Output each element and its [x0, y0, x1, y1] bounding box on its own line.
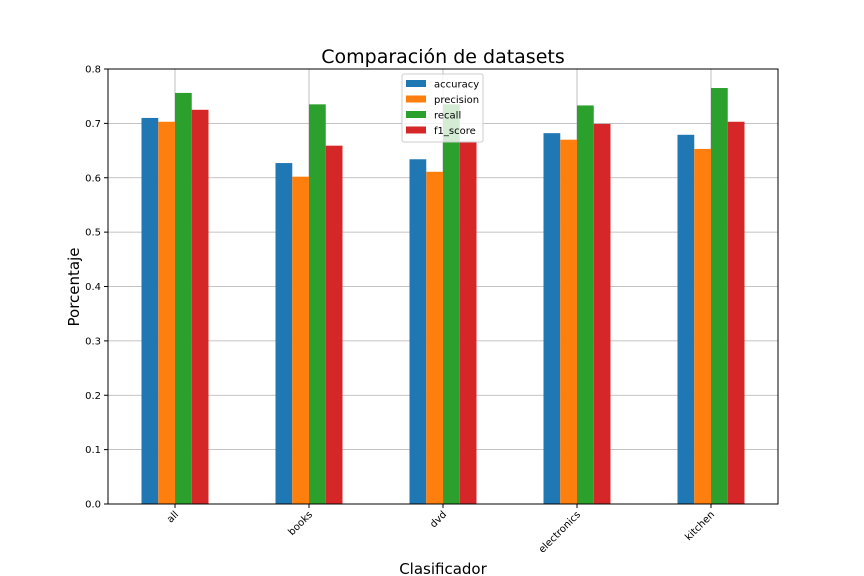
x-tick-label: kitchen	[683, 509, 717, 543]
legend-label-accuracy: accuracy	[434, 80, 479, 91]
bar-f1_score-dvd	[459, 142, 477, 504]
y-axis-ticks: 0.0 0.1 0.2 0.3 0.4 0.5 0.6 0.7 0.8	[85, 65, 108, 511]
bar-accuracy-electronics	[543, 133, 561, 504]
bar-accuracy-kitchen	[677, 134, 695, 504]
bar-recall-books	[309, 104, 326, 504]
bar-recall-dvd	[443, 104, 460, 504]
x-tick-label: books	[286, 509, 315, 538]
y-tick-label: 0.6	[85, 173, 101, 184]
x-axis-label: Clasificador	[399, 560, 487, 576]
y-tick-label: 0.1	[85, 445, 101, 456]
legend-label-precision: precision	[434, 95, 479, 106]
legend-swatch-precision	[406, 95, 426, 103]
legend-label-recall: recall	[434, 111, 461, 122]
x-tick-label: dvd	[428, 509, 449, 530]
bar-recall-kitchen	[711, 88, 728, 504]
bar-f1_score-books	[325, 145, 343, 504]
bar-accuracy-all	[141, 117, 159, 504]
bar-precision-books	[292, 176, 309, 504]
y-tick-label: 0.8	[85, 65, 101, 76]
bar-precision-kitchen	[694, 148, 711, 504]
y-axis-label: Porcentaje	[65, 248, 83, 327]
bar-precision-all	[158, 121, 175, 505]
bar-f1_score-all	[191, 109, 209, 504]
legend-label-f1_score: f1_score	[434, 126, 476, 137]
legend-swatch-accuracy	[406, 80, 426, 87]
y-tick-label: 0.3	[85, 336, 101, 347]
y-tick-label: 0.4	[85, 282, 101, 293]
chart-title: Comparación de datasets	[321, 46, 565, 68]
bar-accuracy-dvd	[409, 159, 427, 504]
bar-f1_score-kitchen	[727, 121, 745, 505]
legend-box	[401, 73, 484, 143]
bars-group	[141, 88, 745, 505]
legend-swatch-f1_score	[406, 126, 426, 134]
y-tick-label: 0.7	[85, 119, 101, 130]
bar-f1_score-electronics	[593, 123, 611, 504]
bar-recall-all	[175, 92, 192, 505]
bar-precision-dvd	[426, 171, 443, 505]
x-axis-ticks: all books dvd electronics kitchen	[165, 504, 717, 556]
y-tick-label: 0.0	[85, 500, 101, 511]
legend-swatch-recall	[406, 111, 426, 118]
bar-recall-electronics	[577, 105, 594, 505]
bar-precision-electronics	[560, 139, 577, 504]
x-tick-label: all	[165, 509, 181, 525]
legend: accuracy precision recall f1_score	[401, 73, 484, 143]
y-tick-label: 0.5	[85, 228, 101, 239]
bar-accuracy-books	[275, 163, 293, 504]
x-tick-label: electronics	[537, 509, 583, 555]
y-tick-label: 0.2	[85, 391, 101, 402]
